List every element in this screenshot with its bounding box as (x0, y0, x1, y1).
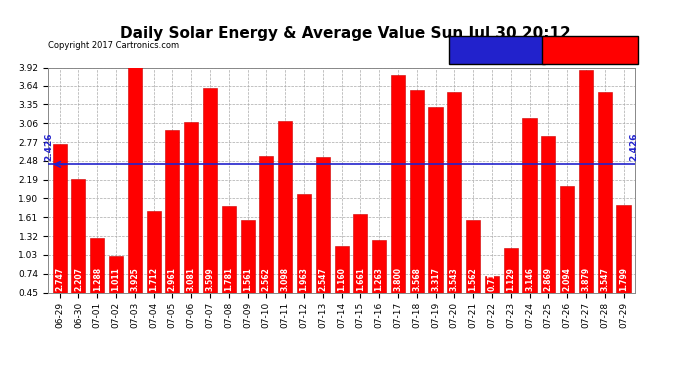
Text: 3.925: 3.925 (130, 267, 139, 291)
Bar (259, 156, 273, 292)
Text: Copyright 2017 Cartronics.com: Copyright 2017 Cartronics.com (48, 41, 179, 50)
Text: 2.207: 2.207 (74, 267, 83, 291)
Bar (241, 220, 255, 292)
Text: 3.098: 3.098 (281, 267, 290, 291)
Text: 3.568: 3.568 (412, 267, 421, 291)
Bar (410, 90, 424, 292)
Text: 1.799: 1.799 (619, 267, 628, 291)
Text: 3.800: 3.800 (393, 267, 402, 291)
Text: 3.081: 3.081 (187, 267, 196, 291)
Bar (485, 276, 499, 292)
Bar (335, 246, 348, 292)
Bar (579, 70, 593, 292)
Bar (522, 118, 537, 292)
Bar (391, 75, 405, 292)
Bar (598, 92, 612, 292)
Bar (90, 238, 104, 292)
Text: 3.146: 3.146 (525, 267, 534, 291)
Text: Daily   ($): Daily ($) (549, 40, 598, 50)
Bar (447, 92, 462, 292)
Text: 1.561: 1.561 (243, 267, 252, 291)
Bar (297, 194, 311, 292)
Text: 3.317: 3.317 (431, 267, 440, 291)
Text: 1.160: 1.160 (337, 267, 346, 291)
Bar (504, 249, 518, 292)
Text: 1.562: 1.562 (469, 267, 477, 291)
Bar (221, 206, 236, 292)
Text: 2.547: 2.547 (318, 267, 327, 291)
Bar (203, 88, 217, 292)
Bar (466, 220, 480, 292)
Text: 3.547: 3.547 (600, 267, 609, 291)
Bar (128, 67, 142, 292)
Text: 1.011: 1.011 (112, 267, 121, 291)
Text: 1.263: 1.263 (375, 267, 384, 291)
Text: 3.543: 3.543 (450, 267, 459, 291)
Text: 1.781: 1.781 (224, 267, 233, 291)
Text: 1.129: 1.129 (506, 267, 515, 291)
Bar (541, 136, 555, 292)
Bar (353, 214, 367, 292)
Text: 2.747: 2.747 (55, 267, 64, 291)
Text: 1.661: 1.661 (356, 267, 365, 291)
Bar (109, 256, 123, 292)
Text: 2.426: 2.426 (45, 133, 54, 161)
Text: 0.710: 0.710 (487, 267, 496, 291)
Text: Daily Solar Energy & Average Value Sun Jul 30 20:12: Daily Solar Energy & Average Value Sun J… (119, 26, 571, 41)
Text: 3.599: 3.599 (206, 267, 215, 291)
Bar (166, 130, 179, 292)
Bar (71, 178, 86, 292)
Bar (372, 240, 386, 292)
Text: 3.879: 3.879 (582, 267, 591, 291)
Text: 1.712: 1.712 (149, 267, 158, 291)
Text: 2.426: 2.426 (629, 133, 638, 161)
Bar (184, 122, 198, 292)
Text: 2.094: 2.094 (562, 267, 571, 291)
Text: 2.869: 2.869 (544, 267, 553, 291)
Bar (316, 156, 330, 292)
Text: 2.562: 2.562 (262, 267, 271, 291)
Text: 1.288: 1.288 (92, 267, 101, 291)
Text: 1.963: 1.963 (299, 267, 308, 291)
Bar (560, 186, 574, 292)
Bar (616, 205, 631, 292)
Bar (428, 106, 442, 292)
Text: Average  ($): Average ($) (455, 40, 518, 50)
Text: 2.961: 2.961 (168, 267, 177, 291)
Bar (52, 144, 67, 292)
Bar (278, 121, 292, 292)
Bar (146, 211, 161, 292)
